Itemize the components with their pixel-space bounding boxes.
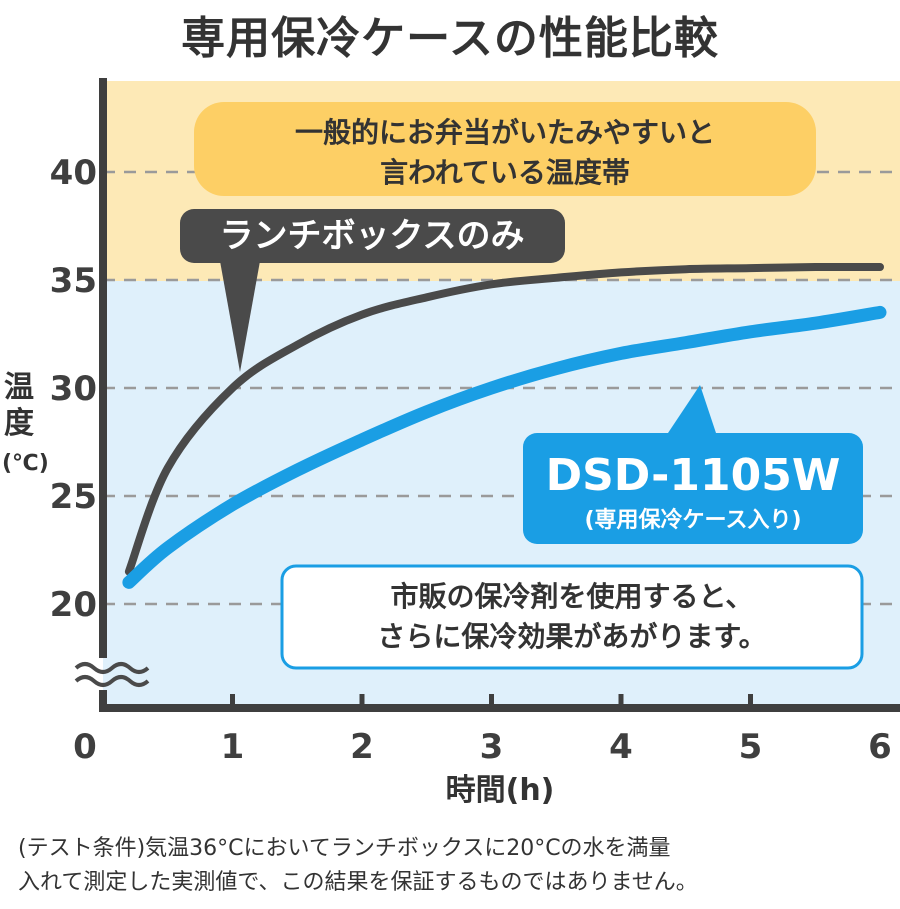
dsd-series-label: DSD-1105W <box>546 450 841 501</box>
dsd-series-sublabel: (専用保冷ケース入り) <box>584 507 801 533</box>
axis-break-mark <box>74 662 150 687</box>
axes <box>99 78 900 712</box>
y-tick-label-40: 40 <box>50 153 97 193</box>
x-axis-label: 時間(h) <box>446 773 555 808</box>
zone-label-box <box>194 102 816 196</box>
chart-title: 専用保冷ケースの性能比較 <box>181 13 719 64</box>
zone-label-line2: 言われている温度帯 <box>380 156 630 189</box>
x-tick-label-3: 3 <box>480 727 504 767</box>
dsd-callout-box <box>523 433 863 544</box>
y-tick-label-30: 30 <box>50 369 97 409</box>
lunchbox-series-label: ランチボックスのみ <box>220 216 525 256</box>
y-tick-label-25: 25 <box>50 477 97 517</box>
lunchbox-callout-box <box>180 209 565 263</box>
footnote-line1: (テスト条件)気温36°Cにおいてランチボックスに20°Cの水を満量 <box>18 836 671 861</box>
y-tick-label-20: 20 <box>50 585 97 625</box>
x-tick-label-2: 2 <box>350 727 374 767</box>
x-tick-label-5: 5 <box>739 727 763 767</box>
y-axis-label-3: (℃) <box>2 451 49 476</box>
footnote-line2: 入れて測定した実測値で、この結果を保証するものではありません。 <box>18 870 698 895</box>
y-tick-label-35: 35 <box>50 261 97 301</box>
dsd-callout-pointer <box>660 385 720 445</box>
y-axis-label-1: 温 <box>4 370 34 405</box>
y-tick-labels: 20 25 30 35 40 <box>50 153 97 625</box>
note-line1: 市販の保冷剤を使用すると、 <box>391 580 754 613</box>
zone-label-line1: 一般的にお弁当がいたみやすいと <box>295 116 715 149</box>
note-line2: さらに保冷効果があがります。 <box>377 620 766 653</box>
y-axis-label-2: 度 <box>4 406 34 441</box>
series-line-dsd-1105w <box>122 305 887 589</box>
x-tick-label-0: 0 <box>73 727 97 767</box>
x-tick-label-1: 1 <box>221 727 245 767</box>
lunchbox-callout-pointer <box>218 250 262 372</box>
chart-plot: 20 25 30 35 40 0 1 2 3 4 5 6 一般的にお弁当がいたみやすいと 言われてい… <box>50 78 900 808</box>
x-tick-labels: 0 1 2 3 4 5 6 <box>73 727 892 767</box>
x-tick-label-6: 6 <box>868 727 892 767</box>
x-tick-label-4: 4 <box>609 727 633 767</box>
footnote: (テスト条件)気温36°Cにおいてランチボックスに20°Cの水を満量 入れて測定… <box>18 832 888 900</box>
note-box <box>280 564 864 670</box>
series-line-lunchbox <box>124 262 884 576</box>
